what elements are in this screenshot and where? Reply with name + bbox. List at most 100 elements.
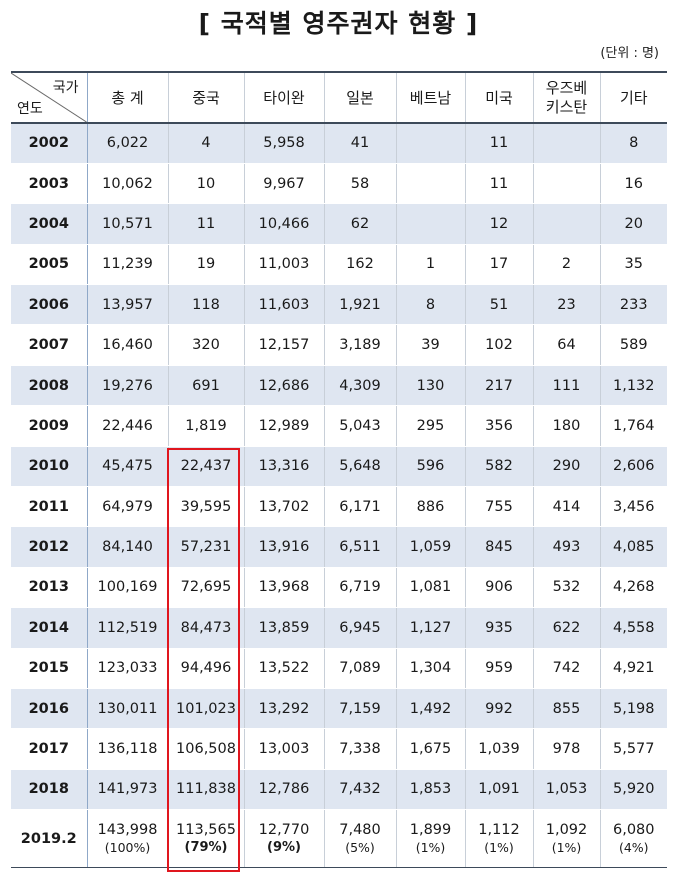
value-cell: 13,702: [243, 486, 325, 528]
value-cell: 5,577: [599, 728, 667, 770]
year-cell: 2018: [11, 769, 88, 811]
value-cell: [395, 123, 466, 164]
value-cell: 72,695: [167, 567, 245, 609]
value-cell: 12,770 (9%): [243, 809, 325, 869]
corner-country-label: 국가: [52, 80, 79, 96]
value-cell: 906: [464, 567, 534, 609]
value-cell: 1,899 (1%): [395, 809, 466, 869]
year-cell: 2005: [11, 244, 88, 286]
value-cell: 6,511: [323, 526, 397, 568]
value-cell: 22,437: [167, 446, 245, 488]
cell-percentage: (1%): [551, 840, 582, 856]
value-cell: 7,432: [323, 769, 397, 811]
year-cell: 2008: [11, 365, 88, 407]
value-cell: 22,446: [86, 405, 169, 447]
year-cell: 2010: [11, 446, 88, 488]
year-cell: 2003: [11, 163, 88, 205]
value-cell: 111,838: [167, 769, 245, 811]
value-cell: 6,719: [323, 567, 397, 609]
value-cell: 11,239: [86, 244, 169, 286]
table-row: 2011 64,979 39,595 13,702 6,171 886 755 414 3,45…: [11, 486, 667, 528]
value-cell: 101,023: [167, 688, 245, 730]
year-cell: 2002: [11, 123, 88, 164]
value-cell: 11: [464, 163, 534, 205]
table-row: 2014 112,519 84,473 13,859 6,945 1,127 935 622 4…: [11, 607, 667, 649]
value-cell: 1,053: [532, 769, 601, 811]
table-row: 2007 16,460 320 12,157 3,189 39 102 64 589: [11, 324, 667, 366]
cell-value: 7,480: [339, 822, 381, 839]
column-header: 총 계: [86, 71, 169, 124]
value-cell: 1,092 (1%): [532, 809, 601, 869]
column-header: 중국: [167, 71, 245, 124]
corner-year-label: 연도: [17, 101, 43, 117]
table-row: 2015 123,033 94,496 13,522 7,089 1,304 959 742 4…: [11, 648, 667, 689]
value-cell: 6,080 (4%): [599, 809, 667, 869]
value-cell: 1,127: [395, 607, 466, 649]
value-cell: 845: [464, 526, 534, 568]
value-cell: 755: [464, 486, 534, 528]
cell-percentage: (1%): [415, 840, 446, 856]
value-cell: 320: [167, 324, 245, 366]
value-cell: 11: [167, 203, 245, 245]
value-cell: 20: [599, 203, 667, 245]
value-cell: [532, 163, 601, 205]
value-cell: 596: [395, 446, 466, 488]
year-cell: 2004: [11, 203, 88, 245]
value-cell: [532, 123, 601, 164]
value-cell: 111: [532, 365, 601, 407]
value-cell: 5,920: [599, 769, 667, 811]
value-cell: 7,338: [323, 728, 397, 770]
table-row: 2006 13,957 118 11,603 1,921 8 51 23 233: [11, 284, 667, 326]
value-cell: 622: [532, 607, 601, 649]
table-row: 2010 45,475 22,437 13,316 5,648 596 582 290 2,60…: [11, 446, 667, 488]
value-cell: 9,967: [243, 163, 325, 205]
value-cell: 45,475: [86, 446, 169, 488]
value-cell: 12: [464, 203, 534, 245]
value-cell: 992: [464, 688, 534, 730]
value-cell: [532, 203, 601, 245]
column-header: 베트남: [395, 71, 466, 124]
value-cell: 84,140: [86, 526, 169, 568]
diagonal-divider: [11, 73, 87, 122]
value-cell: 959: [464, 648, 534, 689]
column-header: 미국: [464, 71, 534, 124]
table-row: 2018 141,973 111,838 12,786 7,432 1,853 1,091 1…: [11, 769, 667, 811]
value-cell: 13,316: [243, 446, 325, 488]
value-cell: 13,522: [243, 648, 325, 689]
value-cell: 5,198: [599, 688, 667, 730]
value-cell: 7,159: [323, 688, 397, 730]
year-cell: 2011: [11, 486, 88, 528]
value-cell: 16: [599, 163, 667, 205]
value-cell: 691: [167, 365, 245, 407]
year-cell: 2012: [11, 526, 88, 568]
value-cell: 13,968: [243, 567, 325, 609]
year-cell: 2019.2: [11, 809, 88, 869]
value-cell: 12,157: [243, 324, 325, 366]
value-cell: 4,085: [599, 526, 667, 568]
value-cell: 180: [532, 405, 601, 447]
value-cell: 290: [532, 446, 601, 488]
table-row-latest: 2019.2 143,998 (100%) 113,565 (79%) 12,770 (9%…: [11, 809, 667, 869]
value-cell: 136,118: [86, 728, 169, 770]
cell-percentage: (9%): [267, 840, 301, 856]
cell-percentage: (79%): [184, 840, 228, 856]
value-cell: 7,089: [323, 648, 397, 689]
value-cell: 162: [323, 244, 397, 286]
value-cell: 106,508: [167, 728, 245, 770]
value-cell: 3,189: [323, 324, 397, 366]
value-cell: 94,496: [167, 648, 245, 689]
value-cell: 35: [599, 244, 667, 286]
value-cell: 10,062: [86, 163, 169, 205]
value-cell: 41: [323, 123, 397, 164]
header-row: 국가 연도 총 계 중국 타이완 일본 베트남 미국 우즈베 키스탄 기타: [11, 71, 667, 124]
value-cell: 51: [464, 284, 534, 326]
value-cell: 1,091: [464, 769, 534, 811]
value-cell: 10,571: [86, 203, 169, 245]
value-cell: 6,022: [86, 123, 169, 164]
value-cell: 130,011: [86, 688, 169, 730]
value-cell: 13,916: [243, 526, 325, 568]
value-cell: 141,973: [86, 769, 169, 811]
value-cell: 12,989: [243, 405, 325, 447]
cell-percentage: (5%): [345, 840, 375, 856]
value-cell: 4,268: [599, 567, 667, 609]
